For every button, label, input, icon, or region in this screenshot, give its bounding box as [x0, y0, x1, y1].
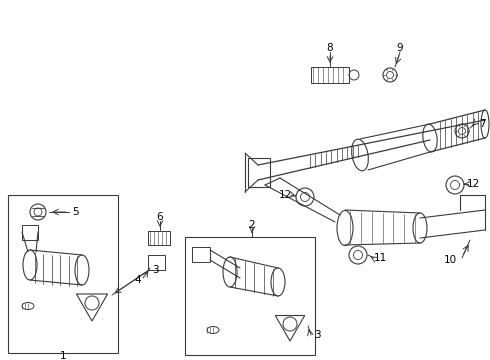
Text: 3: 3 — [314, 330, 320, 340]
Text: 2: 2 — [249, 220, 255, 230]
Bar — [8, 195, 118, 353]
Text: 10: 10 — [443, 255, 457, 265]
Text: 12: 12 — [466, 179, 480, 189]
Text: 3: 3 — [152, 265, 158, 275]
Bar — [311, 67, 349, 83]
Text: 4: 4 — [135, 275, 141, 285]
Bar — [148, 231, 170, 245]
Text: 1: 1 — [60, 351, 66, 360]
Text: 12: 12 — [278, 190, 292, 200]
Text: 7: 7 — [479, 119, 485, 129]
Text: 6: 6 — [157, 212, 163, 222]
Text: 8: 8 — [327, 43, 333, 53]
Text: 11: 11 — [373, 253, 387, 263]
Text: 9: 9 — [397, 43, 403, 53]
Bar — [185, 237, 315, 355]
Text: 5: 5 — [72, 207, 78, 217]
